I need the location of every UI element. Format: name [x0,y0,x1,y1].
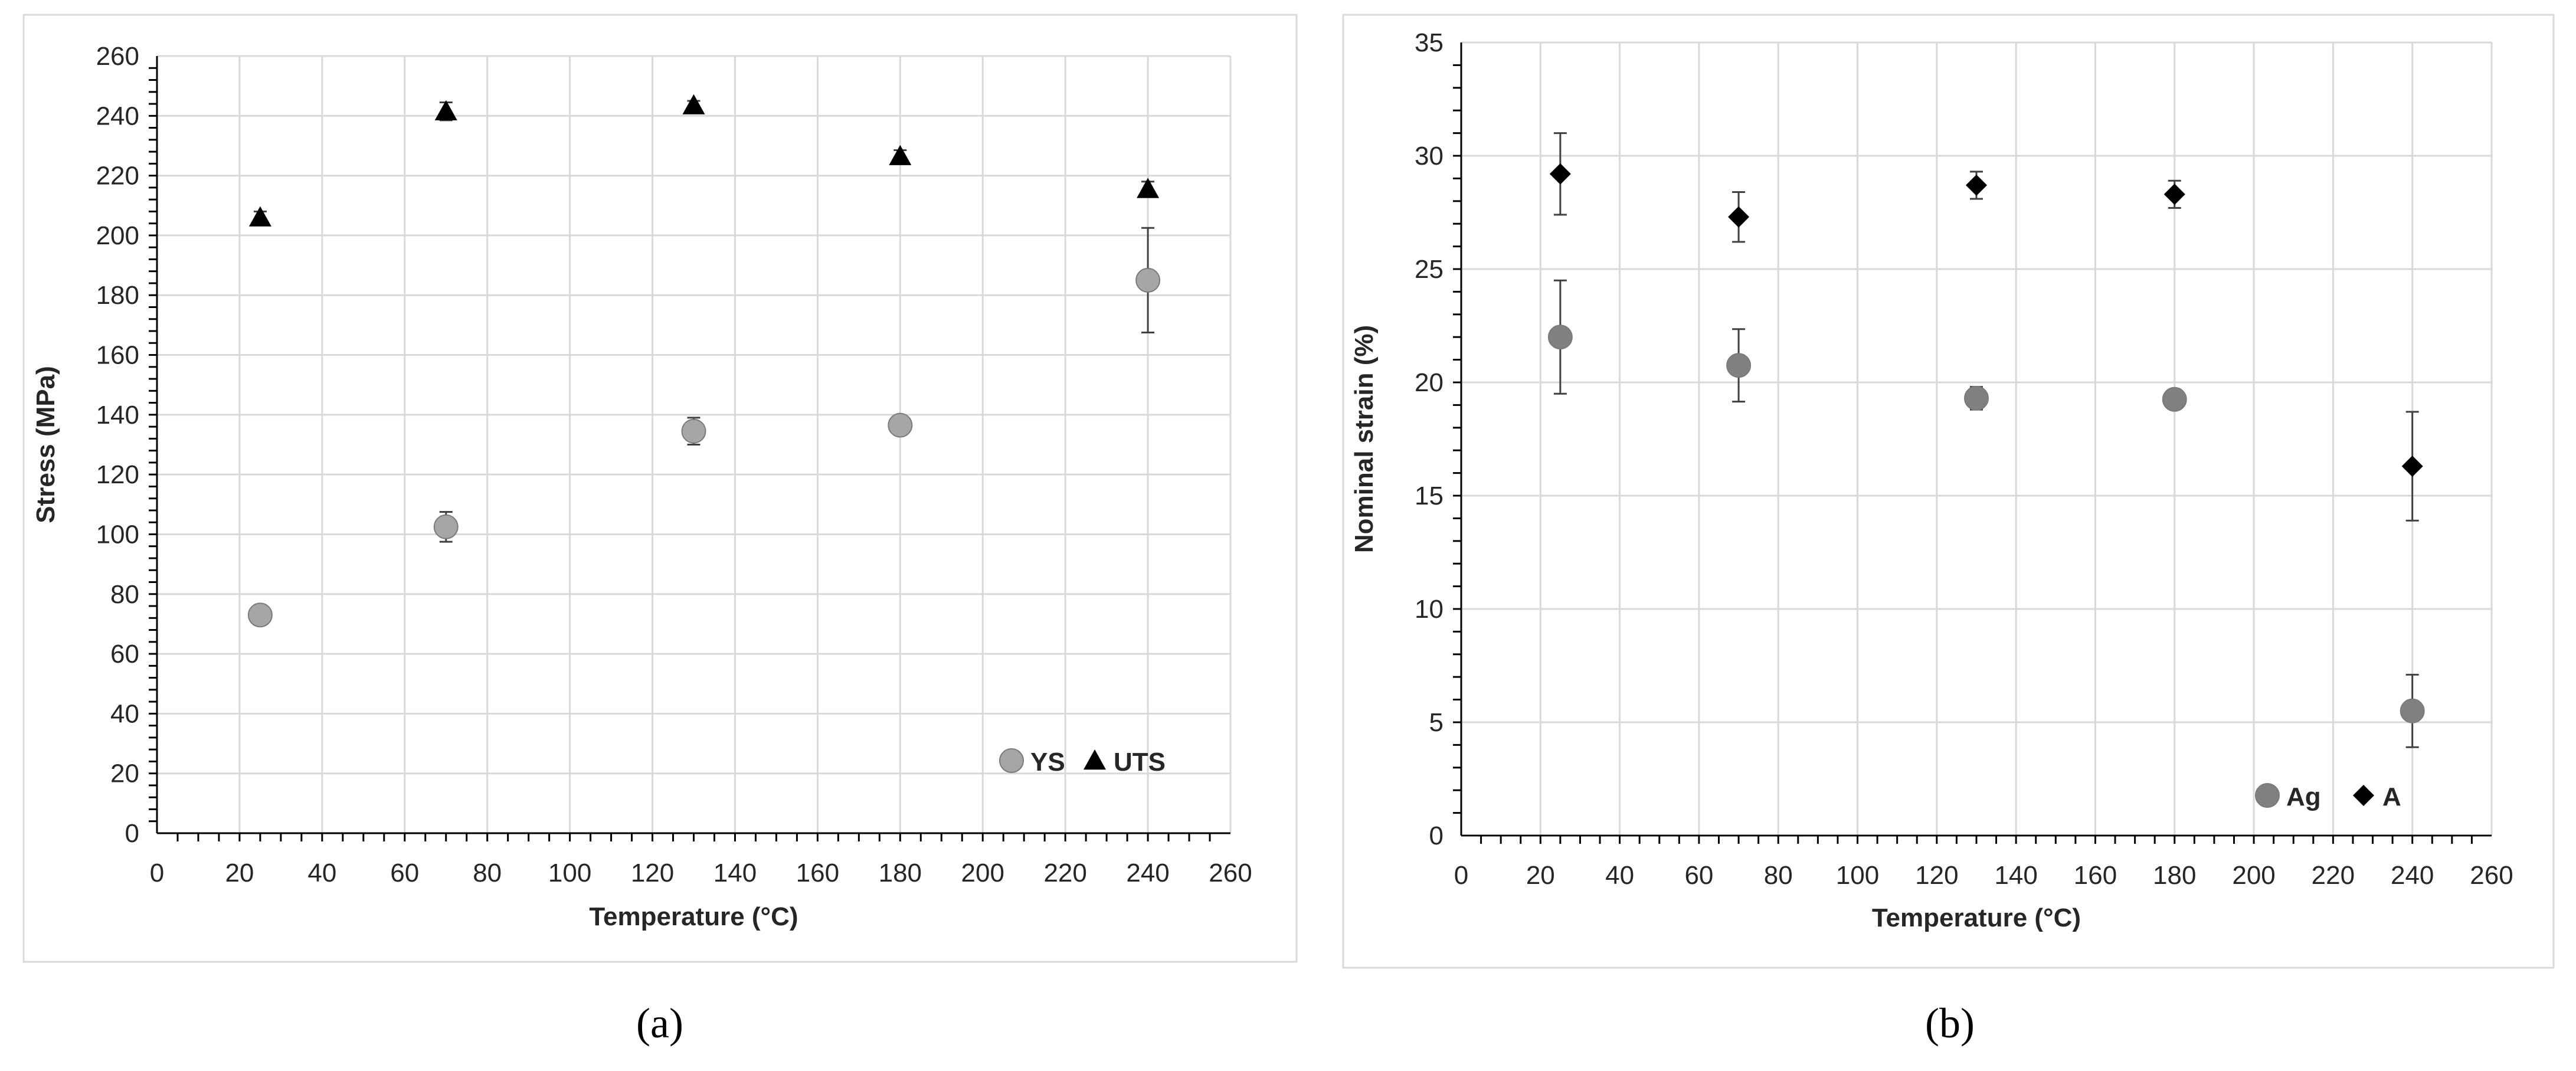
data-point-a [2401,456,2423,477]
panel-caption: (a) [636,1000,683,1047]
x-tick-label: 0 [150,859,164,887]
x-tick-label: 240 [2391,861,2434,890]
data-point-a [1728,206,1750,228]
chart-frame [1342,14,2555,969]
y-tick-label: 80 [110,580,139,609]
y-tick-label: 5 [1429,708,1444,737]
x-tick-label: 0 [1454,861,1468,890]
data-point-a [2163,184,2185,205]
data-point-ag [1547,325,1573,350]
x-tick-label: 200 [2232,861,2275,890]
data-point-a [1966,174,1987,196]
y-tick-label: 20 [110,759,139,788]
chart-frame [22,14,1298,963]
legend-marker-a [2353,785,2374,806]
series-ag [1547,279,2425,748]
y-tick-label: 180 [96,281,139,310]
legend-label: UTS [1114,748,1166,777]
x-tick-label: 240 [1126,859,1169,887]
series-a [1549,132,2423,522]
data-point-ag [1726,353,1752,378]
data-point-ys [247,602,273,628]
series-uts [248,94,1160,227]
y-tick-label: 200 [96,221,139,250]
data-point-ag [2162,387,2187,412]
x-tick-label: 60 [390,859,419,887]
y-tick-label: 140 [96,401,139,430]
x-axis-title: Temperature (°C) [589,902,798,931]
x-tick-label: 120 [1915,861,1958,890]
legend-label: Ag [2286,782,2321,811]
x-tick-label: 80 [1764,861,1793,890]
y-tick-label: 120 [96,460,139,489]
x-tick-label: 100 [1836,861,1879,890]
y-tick-label: 10 [1415,595,1444,624]
x-tick-label: 20 [225,859,254,887]
y-tick-label: 260 [96,42,139,71]
data-point-ys [1135,267,1161,293]
x-tick-label: 140 [713,859,757,887]
chart-panel-b: 0 20 40 60 80 100 120 140 160 180 200 220 240 260 0 5 10… [1342,14,2555,1047]
y-tick-label: 160 [96,341,139,370]
y-tick-label: 0 [125,819,139,848]
x-tick-label: 260 [1209,859,1252,887]
data-point-uts [248,206,271,227]
x-tick-label: 80 [473,859,502,887]
legend-marker-ys [999,748,1024,773]
data-point-a [1549,163,1571,185]
y-tick-label: 30 [1415,142,1444,171]
y-axis-title: Stress (MPa) [31,366,60,523]
x-tick-label: 40 [1605,861,1634,890]
x-tick-label: 180 [2153,861,2196,890]
y-tick-label: 100 [96,520,139,549]
x-tick-label: 60 [1684,861,1713,890]
x-tick-label: 200 [961,859,1004,887]
x-tick-label: 40 [307,859,336,887]
series-ys [247,227,1161,628]
y-tick-label: 20 [1415,368,1444,397]
x-tick-label: 120 [631,859,674,887]
y-tick-label: 240 [96,101,139,130]
y-tick-label: 15 [1415,482,1444,510]
legend-marker-ag [2255,783,2280,808]
y-tick-label: 35 [1415,28,1444,57]
y-tick-label: 0 [1429,821,1444,850]
legend-label: YS [1030,748,1065,777]
data-point-ys [681,418,706,444]
x-tick-label: 160 [2074,861,2117,890]
y-tick-label: 60 [110,640,139,669]
legend-label: A [2382,782,2401,811]
legend-marker-uts [1084,749,1106,770]
data-point-ag [1964,385,1989,411]
data-point-ys [433,514,459,539]
data-point-uts [1137,178,1160,198]
panel-caption: (b) [1925,1000,1975,1047]
y-tick-label: 40 [110,699,139,728]
x-tick-label: 220 [2312,861,2355,890]
chart-panel-a: 0 20 40 60 80 100 120 140 160 180 200 220 240 260 0 20 4… [22,14,1298,1047]
x-tick-label: 220 [1043,859,1086,887]
x-tick-label: 140 [1994,861,2037,890]
x-tick-label: 20 [1526,861,1555,890]
data-point-uts [889,145,912,165]
x-tick-label: 160 [796,859,839,887]
y-tick-label: 220 [96,162,139,191]
y-axis-title: Nominal strain (%) [1350,325,1379,553]
y-tick-label: 25 [1415,255,1444,284]
data-point-uts [682,94,705,114]
x-axis-title: Temperature (°C) [1872,903,2081,932]
data-point-uts [434,100,457,120]
data-point-ag [2400,698,2425,723]
x-tick-label: 100 [548,859,591,887]
x-tick-label: 180 [879,859,922,887]
x-tick-label: 260 [2470,861,2513,890]
data-point-ys [888,412,913,438]
